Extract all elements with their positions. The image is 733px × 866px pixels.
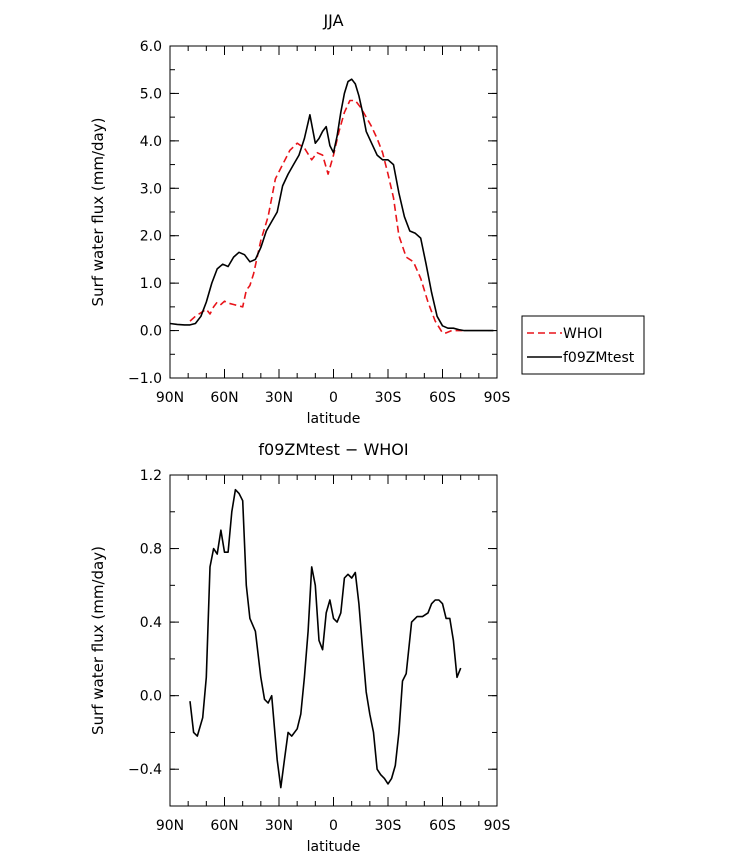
x-tick-label: 90N [156, 390, 184, 406]
x-tick-label: 0 [329, 390, 338, 406]
y-tick-label: 0.8 [140, 542, 162, 558]
x-axis-label: latitude [307, 411, 361, 427]
y-axis-label: Surf water flux (mm/day) [89, 118, 107, 307]
x-tick-label: 0 [329, 818, 338, 834]
y-tick-label: 3.0 [140, 181, 162, 197]
y-tick-label: 0.0 [140, 689, 162, 705]
y-tick-label: 0.0 [140, 324, 162, 340]
y-tick-label: 0.4 [140, 615, 162, 631]
legend-label: f09ZMtest [563, 350, 635, 366]
y-axis-label: Surf water flux (mm/day) [89, 546, 107, 735]
y-tick-label: 2.0 [140, 229, 162, 245]
chart-title: JJA [322, 11, 343, 30]
x-tick-label: 30S [375, 390, 402, 406]
y-tick-label: 1.2 [140, 468, 162, 484]
series-line-0 [189, 488, 462, 789]
y-tick-label: 1.0 [140, 276, 162, 292]
x-tick-label: 90S [484, 818, 511, 834]
chart-jja: JJA 90N 60N 30N 0 30S 60S 90S −1.0 0.0 1.0 2.0 3.0 4.… [89, 11, 510, 427]
x-tick-label: 30N [265, 818, 293, 834]
x-tick-label: 60S [429, 818, 456, 834]
x-tick-label: 90N [156, 818, 184, 834]
y-tick-label: −0.4 [128, 762, 162, 778]
x-axis-label: latitude [307, 839, 361, 855]
x-tick-label: 60N [210, 818, 238, 834]
legend: WHOI f09ZMtest [521, 315, 645, 375]
x-tick-label: 60N [210, 390, 238, 406]
series-line-whoi [189, 99, 463, 334]
chart-title: f09ZMtest − WHOI [258, 440, 408, 459]
chart-difference: f09ZMtest − WHOI 90N 60N 30N 0 30S 60S 90S −0.4 0… [89, 440, 510, 855]
plot-frame [169, 474, 498, 807]
legend-box [521, 315, 645, 375]
series-line-f09zmtest [169, 78, 494, 332]
x-tick-label: 60S [429, 390, 456, 406]
x-tick-label: 30N [265, 390, 293, 406]
x-tick-label: 30S [375, 818, 402, 834]
y-tick-label: 5.0 [140, 86, 162, 102]
y-tick-label: 4.0 [140, 134, 162, 150]
legend-label: WHOI [563, 326, 603, 342]
x-tick-label: 90S [484, 390, 511, 406]
y-tick-label: 6.0 [140, 39, 162, 55]
y-tick-label: −1.0 [128, 371, 162, 387]
